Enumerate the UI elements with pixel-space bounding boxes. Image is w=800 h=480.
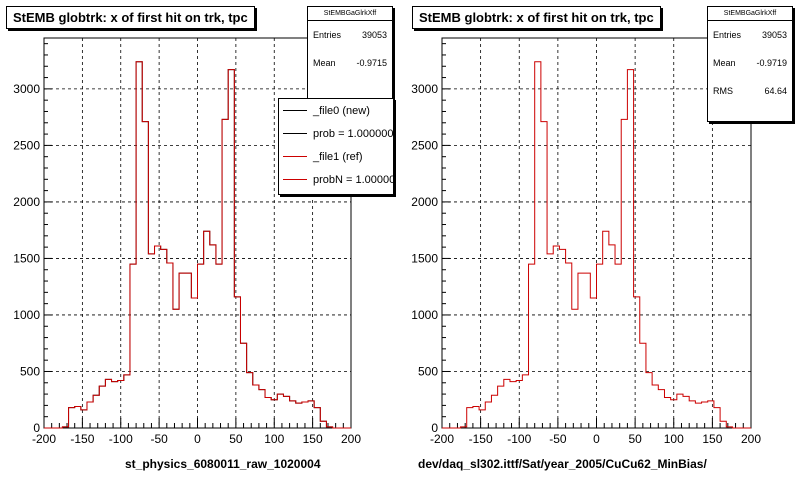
x-tick-label-right: 50 xyxy=(628,432,642,446)
x-tick-label-left: 0 xyxy=(194,432,201,446)
x-tick-label-right: -200 xyxy=(430,432,454,446)
stats-mean-label-left: Mean xyxy=(313,58,336,68)
x-tick-label-left: -200 xyxy=(32,432,56,446)
legend-swatch-new xyxy=(283,110,307,111)
legend-swatch-prob xyxy=(283,133,307,134)
legend-label-probn: probN = 1.000000 xyxy=(313,173,394,186)
x-tick-label-right: 0 xyxy=(593,432,600,446)
legend-swatch-probn xyxy=(283,179,307,180)
stats-rms-row-right: RMS 64.64 xyxy=(708,77,792,105)
y-tick-label-right: 2500 xyxy=(411,138,438,152)
legend-swatch-ref xyxy=(283,156,307,157)
x-tick-label-left: -50 xyxy=(150,432,168,446)
x-tick-label-right: -150 xyxy=(469,432,493,446)
chart-title-right: StEMB globtrk: x of first hit on trk, tp… xyxy=(412,6,661,29)
x-tick-label-right: 200 xyxy=(741,432,761,446)
x-tick-label-left: 150 xyxy=(303,432,323,446)
stats-entries-row-right: Entries 39053 xyxy=(708,21,792,49)
x-tick-label-left: -100 xyxy=(109,432,133,446)
legend-entry-prob: prob = 1.000000 xyxy=(279,122,393,145)
legend-box: _file0 (new) prob = 1.000000 _file1 (ref… xyxy=(278,98,394,195)
x-tick-label-right: -50 xyxy=(549,432,567,446)
legend-label-new: _file0 (new) xyxy=(313,104,370,117)
stats-entries-row-left: Entries 39053 xyxy=(308,21,392,49)
stats-rms-value-right: 64.64 xyxy=(764,86,787,96)
stats-entries-value-right: 39053 xyxy=(761,30,787,40)
x-tick-label-right: 150 xyxy=(702,432,722,446)
y-tick-label-right: 2000 xyxy=(411,195,438,209)
y-tick-label-left: 1500 xyxy=(13,251,40,265)
chart-title-right-text: StEMB globtrk: x of first hit on trk, tp… xyxy=(419,10,654,25)
legend-entry-new: _file0 (new) xyxy=(279,99,393,122)
stats-mean-value-left: -0.9715 xyxy=(356,58,387,68)
stats-rms-label-right: RMS xyxy=(713,86,733,96)
x-axis-label-left: st_physics_6080011_raw_1020004 xyxy=(125,457,321,471)
legend-entry-ref: _file1 (ref) xyxy=(279,145,393,168)
stats-mean-value-right: -0.9719 xyxy=(756,58,787,68)
x-axis-label-right: dev/daq_sl302.ittf/Sat/year_2005/CuCu62_… xyxy=(418,457,707,471)
stats-name-right: StEMBGaGlrkXff xyxy=(708,7,792,21)
stats-entries-label-right: Entries xyxy=(713,30,742,40)
chart-title-left-text: StEMB globtrk: x of first hit on trk, tp… xyxy=(13,10,248,25)
y-tick-label-right: 1500 xyxy=(411,251,438,265)
x-tick-label-left: -150 xyxy=(70,432,94,446)
y-tick-label-left: 3000 xyxy=(13,82,40,96)
x-tick-label-left: 200 xyxy=(341,432,361,446)
stats-mean-row-right: Mean -0.9719 xyxy=(708,49,792,77)
stats-box-right: StEMBGaGlrkXff Entries 39053 Mean -0.971… xyxy=(707,6,793,122)
stats-mean-label-right: Mean xyxy=(713,58,736,68)
legend-label-prob: prob = 1.000000 xyxy=(313,127,394,140)
y-tick-label-left: 2000 xyxy=(13,195,40,209)
x-tick-label-right: 100 xyxy=(664,432,684,446)
x-tick-label-left: 50 xyxy=(229,432,243,446)
y-tick-label-right: 1000 xyxy=(411,308,438,322)
y-tick-label-left: 2500 xyxy=(13,138,40,152)
x-tick-label-right: -100 xyxy=(507,432,531,446)
legend-entry-probn: probN = 1.000000 xyxy=(279,168,393,191)
y-tick-label-left: 500 xyxy=(20,364,40,378)
x-tick-label-left: 100 xyxy=(264,432,284,446)
legend-label-ref: _file1 (ref) xyxy=(313,150,363,163)
stats-entries-label-left: Entries xyxy=(313,30,342,40)
y-tick-label-right: 3000 xyxy=(411,82,438,96)
y-tick-label-right: 500 xyxy=(418,364,438,378)
stats-entries-value-left: 39053 xyxy=(361,30,387,40)
y-tick-label-left: 0 xyxy=(33,421,40,435)
chart-title-left: StEMB globtrk: x of first hit on trk, tp… xyxy=(6,6,255,29)
stats-name-left: StEMBGaGlrkXff xyxy=(308,7,392,21)
stats-mean-row-left: Mean -0.9715 xyxy=(308,49,392,77)
y-tick-label-left: 1000 xyxy=(13,308,40,322)
histogram-series-left-1 xyxy=(44,61,351,429)
y-tick-label-right: 0 xyxy=(431,421,438,435)
histogram-series-right-0 xyxy=(442,61,751,429)
